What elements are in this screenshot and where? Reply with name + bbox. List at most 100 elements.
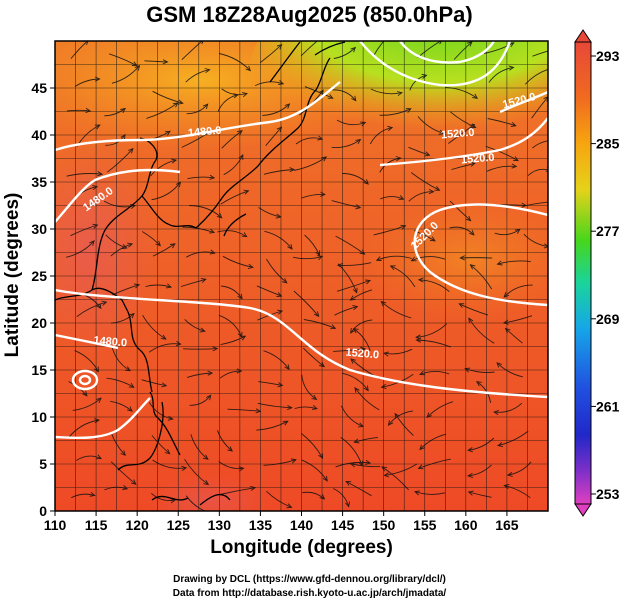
streamline-arrowhead — [247, 263, 254, 270]
streamline — [494, 229, 521, 236]
streamline-arrowhead — [128, 382, 135, 388]
streamline-arrowhead — [199, 327, 206, 333]
streamline — [144, 60, 168, 63]
streamline-arrowhead — [352, 305, 359, 311]
streamline-arrowhead — [424, 151, 431, 157]
streamline — [384, 348, 413, 355]
streamline — [484, 42, 515, 54]
streamline — [487, 118, 516, 127]
streamline — [256, 285, 282, 297]
streamline — [301, 433, 323, 459]
streamline-arrowhead — [311, 404, 318, 410]
streamline — [301, 193, 325, 199]
streamline-arrowhead — [315, 250, 321, 257]
streamline — [353, 328, 371, 351]
y-tick-label: 5 — [39, 456, 47, 472]
streamline — [384, 463, 418, 476]
streamline — [354, 387, 380, 411]
streamline-arrowhead — [514, 228, 521, 234]
plot-title: GSM 18Z28Aug2025 (850.0hPa) — [146, 2, 473, 27]
streamline-arrowhead — [363, 385, 369, 392]
streamline-arrowhead — [496, 260, 503, 266]
y-tick-label: 30 — [31, 221, 47, 237]
streamline-arrowhead — [89, 491, 96, 497]
colorbar-label: 269 — [596, 311, 619, 327]
streamline — [523, 233, 548, 247]
streamline — [372, 41, 385, 57]
streamline-arrowhead — [276, 44, 283, 50]
streamline — [468, 437, 495, 451]
streamline — [293, 255, 323, 260]
colorbar-label: 285 — [596, 136, 619, 152]
streamline-arrowhead — [467, 472, 474, 479]
streamline-arrowhead — [322, 475, 328, 482]
streamline-arrowhead — [550, 138, 555, 142]
streamline — [494, 402, 523, 413]
streamline-arrowhead — [121, 244, 128, 250]
streamline — [531, 96, 548, 119]
streamline-arrowhead — [206, 394, 212, 401]
streamline — [220, 335, 246, 346]
colorbar-label: 277 — [596, 223, 619, 239]
streamline-arrowhead — [439, 41, 443, 45]
streamline-arrowhead — [175, 340, 182, 347]
streamline — [496, 362, 523, 378]
colorbar-scale — [574, 41, 592, 505]
streamline-arrowhead — [467, 447, 473, 453]
streamline — [337, 262, 372, 266]
streamline-arrowhead — [350, 327, 356, 334]
streamline-arrowhead — [330, 324, 337, 330]
streamline — [335, 461, 371, 468]
streamline-arrowhead — [209, 249, 216, 255]
streamline-arrowhead — [419, 444, 425, 451]
y-tick-label: 45 — [31, 80, 47, 96]
streamline — [219, 53, 251, 71]
streamline-arrowhead — [89, 240, 95, 246]
streamline — [350, 319, 373, 334]
streamline-arrowhead — [549, 67, 554, 71]
streamline-arrowhead — [289, 167, 296, 173]
streamline-arrowhead — [276, 292, 283, 297]
colorbar-label: 253 — [596, 486, 619, 502]
streamline — [103, 200, 136, 208]
streamline-arrowhead — [284, 103, 291, 109]
streamline-arrowhead — [125, 366, 131, 372]
streamline-arrowhead — [391, 30, 396, 35]
streamline — [111, 65, 140, 84]
colorbar-label: 293 — [596, 48, 619, 64]
streamline-arrowhead — [169, 243, 176, 249]
streamline-arrowhead — [238, 466, 245, 472]
streamline-arrowhead — [202, 103, 209, 110]
streamline — [379, 108, 411, 116]
streamline-arrowhead — [82, 390, 88, 397]
streamline-arrowhead — [345, 501, 351, 508]
streamline-arrowhead — [506, 471, 513, 477]
streamline-arrowhead — [245, 65, 252, 72]
streamline-arrowhead — [130, 479, 137, 485]
streamline — [218, 461, 244, 470]
credit-data: Data from http://database.rish.kyoto-u.a… — [172, 588, 447, 599]
streamline-arrowhead — [287, 244, 293, 250]
streamline-arrowhead — [96, 454, 103, 460]
streamline-arrowhead — [415, 337, 422, 343]
streamline — [219, 487, 256, 495]
streamline-arrowhead — [96, 397, 102, 403]
streamline — [388, 410, 414, 426]
streamline-arrowhead — [475, 381, 482, 387]
streamline — [380, 196, 404, 200]
streamline-arrowhead — [127, 406, 133, 412]
streamline — [331, 200, 361, 209]
streamline — [106, 377, 135, 388]
streamline-arrowhead — [421, 73, 428, 79]
streamline-arrowhead — [360, 346, 367, 352]
streamline — [342, 173, 369, 185]
streamline-arrowhead — [389, 265, 396, 271]
streamline — [445, 86, 478, 99]
streamline — [104, 486, 128, 491]
streamline — [468, 464, 492, 477]
streamline — [411, 256, 446, 262]
streamline-arrowhead — [380, 383, 387, 390]
streamline-arrowhead — [467, 490, 474, 496]
streamline-arrowhead — [97, 171, 104, 177]
streamline-arrowhead — [350, 358, 356, 364]
